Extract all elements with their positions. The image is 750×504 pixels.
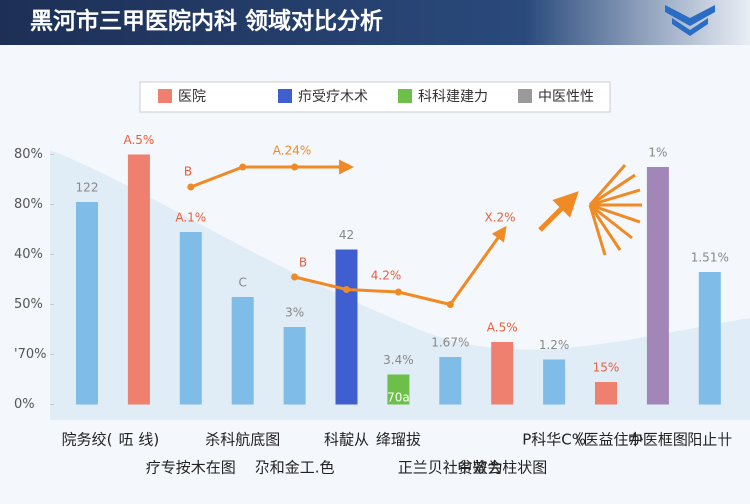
bar [595, 382, 617, 405]
bar [335, 249, 358, 405]
y-tick-label: 80% [14, 147, 43, 162]
value-label: 15% [593, 361, 620, 375]
x-tick-label: 绛瑠拔 [376, 431, 421, 449]
annotation: 70a [387, 391, 410, 405]
x-tick-label: 疗专按木在图 [146, 459, 236, 477]
trend-point [394, 288, 402, 296]
bar [439, 357, 462, 405]
value-label: 42 [339, 228, 354, 242]
bar [646, 167, 669, 405]
y-tick-label: 0% [14, 397, 35, 412]
value-label: 3.4% [383, 353, 414, 367]
annotation: B [299, 256, 307, 270]
legend-label: 科科建建力 [418, 89, 488, 105]
x-tick-label: 科靛从 [324, 431, 369, 449]
x-tick-label: 㕶 线) [119, 431, 160, 449]
legend-label: 疖受疗木术 [298, 89, 368, 105]
bar [543, 359, 566, 405]
x-tick-label: 中鉴会柱状图 [457, 459, 547, 477]
logo [665, 5, 715, 36]
trend-point [343, 163, 350, 171]
bar [76, 202, 98, 405]
bar [387, 374, 410, 405]
legend-label: 医院 [178, 89, 206, 105]
bar [179, 232, 202, 405]
fan-arrow [538, 191, 579, 232]
value-label: C [239, 276, 247, 290]
annotation: A.24% [273, 144, 311, 158]
x-tick-label: 尕和金工.色 [255, 459, 335, 477]
header-bar [0, 0, 750, 45]
value-label: 1% [648, 146, 667, 160]
value-label: A.5% [487, 321, 518, 335]
trend-point [239, 163, 247, 171]
x-tick-label: 院务绞( [62, 431, 113, 449]
annotation: 4.2% [371, 269, 402, 283]
trend-point [446, 301, 454, 308]
value-label: 1.2% [539, 338, 570, 352]
value-label: A.1% [175, 211, 206, 225]
bar [698, 272, 721, 405]
value-label: 122 [76, 181, 99, 195]
bar [231, 297, 254, 405]
value-label: 1.51% [691, 251, 729, 265]
legend-swatch [158, 89, 172, 103]
trend-point [343, 286, 350, 293]
chart-title: 黑河市三甲医院内科 领域对比分析 [30, 8, 383, 35]
value-label: A.5% [123, 133, 154, 147]
trend-point [291, 273, 299, 281]
x-tick-label: 中医框图 [628, 431, 688, 449]
x-tick-label: 阳止卄 [687, 431, 732, 449]
trend-point [187, 183, 195, 191]
legend-swatch [278, 89, 292, 103]
bar [491, 342, 514, 405]
trend-line [190, 159, 354, 189]
y-tick-label: 40% [14, 247, 43, 262]
trend-point [291, 163, 299, 171]
y-tick-label: 80% [14, 197, 43, 212]
x-tick-label: 杀科航底图 [205, 431, 280, 449]
background-wave [50, 150, 750, 420]
y-tick-label: '70% [14, 347, 46, 362]
x-tick-label: 正兰贝社贫效为 [398, 459, 503, 477]
annotation: X.2% [484, 211, 515, 225]
value-label: 3% [285, 306, 304, 320]
x-tick-label: 《医益住か [568, 431, 643, 449]
legend-swatch [398, 89, 412, 103]
x-tick-label: P科华C% [522, 431, 586, 449]
fan-icon [588, 164, 642, 256]
bar [283, 327, 306, 405]
bar [127, 154, 150, 405]
y-tick-label: 50% [14, 297, 43, 312]
trend-point [498, 228, 506, 236]
value-label: 1.67% [431, 336, 469, 350]
legend-label: 中医性性 [538, 89, 594, 105]
annotation: B [184, 165, 192, 179]
legend-swatch [518, 89, 532, 103]
